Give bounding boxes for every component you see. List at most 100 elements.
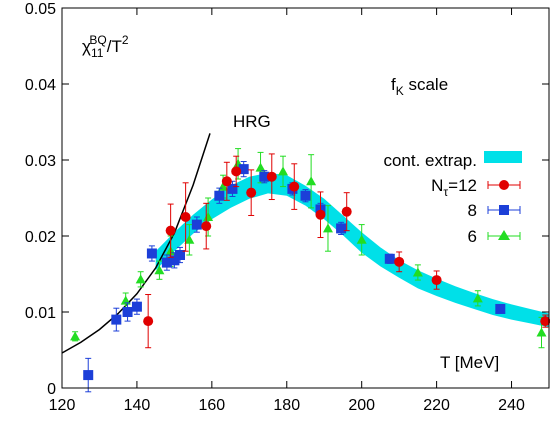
marker-ntau6-5 — [184, 234, 195, 244]
point-ntau8-14 — [300, 189, 311, 203]
y-tick-label-3: 0.03 — [25, 153, 56, 170]
y-tick-label-4: 0.04 — [25, 77, 56, 94]
marker-ntau6-1 — [120, 295, 131, 305]
marker-ntau12-1 — [165, 225, 176, 236]
point-ntau8-8 — [191, 216, 202, 233]
legend-marker-ntau6 — [487, 230, 521, 240]
scale-label-sub: K — [396, 84, 404, 98]
marker-ntau6-13 — [356, 234, 367, 244]
marker-ntau12-10 — [341, 206, 352, 217]
point-ntau12-4 — [221, 161, 232, 201]
marker-ntau12-12 — [431, 275, 442, 286]
point-ntau12-13 — [540, 314, 550, 328]
hrg-curve — [61, 133, 211, 354]
marker-ntau6-14 — [412, 267, 423, 277]
marker-ntau8-0 — [83, 370, 94, 381]
point-ntau12-11 — [394, 251, 405, 273]
point-ntau8-18 — [495, 303, 506, 314]
point-ntau8-16 — [336, 221, 347, 235]
y-tick-label-2: 0.02 — [25, 229, 56, 246]
x-tick-label-120: 120 — [49, 397, 76, 414]
point-ntau8-3 — [131, 298, 142, 315]
marker-ntau6-12 — [322, 223, 333, 233]
legend-ntau12-rest: =12 — [448, 176, 477, 195]
marker-ntau8-17 — [384, 253, 395, 264]
legend-label-ntau12: Nτ=12 — [431, 176, 477, 199]
point-ntau8-11 — [238, 161, 249, 178]
marker-ntau8-16 — [336, 223, 347, 234]
marker-ntau12-0 — [143, 316, 154, 327]
legend-label-cont-extrap: cont. extrap. — [383, 151, 477, 170]
legend-marker-ntau8 — [487, 205, 521, 215]
marker-ntau6-16 — [536, 327, 547, 337]
legend: cont. extrap. Nτ=12 8 6 — [383, 151, 522, 246]
marker-ntau8-8 — [191, 219, 202, 230]
point-ntau8-7 — [175, 246, 186, 264]
y-tick-label-1: 0.01 — [25, 305, 56, 322]
point-ntau12-2 — [180, 182, 191, 252]
x-tick-label-140: 140 — [124, 397, 151, 414]
point-ntau8-9 — [214, 187, 225, 204]
point-ntau12-0 — [143, 294, 154, 349]
y-axis-label: χ11BQ/T2 — [82, 33, 129, 60]
axis-ticks-layer: 120 140 160 180 200 220 240 0 0.01 0.02 0.03 0.04 0.… — [25, 1, 549, 414]
point-ntau12-1 — [165, 203, 176, 258]
point-ntau6-0 — [70, 331, 81, 342]
y-tick-label-0: 0 — [47, 381, 56, 398]
marker-ntau12-5 — [231, 166, 242, 177]
legend-label-ntau8: 8 — [468, 201, 477, 220]
plot-frame — [61, 7, 550, 389]
legend-marker-ntau12 — [487, 180, 521, 190]
marker-ntau6-15 — [472, 293, 483, 303]
x-tick-label-240: 240 — [498, 397, 525, 414]
marker-ntau8-7 — [175, 250, 186, 260]
hrg-curve-layer — [61, 133, 211, 354]
marker-ntau12-13 — [540, 316, 550, 327]
point-ntau12-5 — [231, 155, 242, 188]
marker-ntau6-0 — [70, 331, 81, 341]
x-tick-label-200: 200 — [348, 397, 375, 414]
marker-ntau6-11 — [306, 176, 317, 186]
scale-label: fK scale — [391, 75, 448, 98]
marker-ntau8-2 — [122, 307, 133, 317]
marker-ntau8-12 — [259, 171, 270, 182]
y-label-sup: BQ — [89, 33, 106, 47]
x-axis-label: T [MeV] — [440, 353, 499, 372]
point-ntau6-10 — [278, 155, 289, 188]
point-ntau12-3 — [201, 202, 212, 250]
point-ntau8-17 — [384, 253, 395, 264]
marker-ntau8-10 — [227, 183, 238, 194]
point-ntau6-12 — [322, 205, 333, 252]
marker-ntau8-3 — [131, 301, 142, 312]
x-tick-label-180: 180 — [273, 397, 300, 414]
point-ntau6-14 — [412, 264, 423, 281]
point-ntau12-10 — [341, 192, 352, 232]
point-ntau8-2 — [122, 302, 133, 322]
x-tick-label-160: 160 — [198, 397, 225, 414]
marker-ntau8-5 — [161, 257, 172, 268]
y-tick-label-5: 0.05 — [25, 1, 56, 18]
scale-label-f: f — [391, 75, 396, 94]
marker-ntau8-9 — [214, 190, 225, 201]
cont-extrap-band-layer — [155, 172, 549, 328]
marker-ntau8-4 — [146, 248, 157, 259]
point-ntau6-11 — [306, 154, 317, 209]
point-ntau6-5 — [184, 224, 195, 256]
cont-extrap-band — [155, 172, 549, 328]
legend-label-ntau6: 6 — [468, 227, 477, 246]
point-ntau12-8 — [289, 163, 300, 210]
marker-ntau6-6 — [203, 212, 214, 221]
point-ntau8-1 — [111, 307, 122, 332]
y-label-rest: /T — [107, 37, 122, 56]
x-tick-label-220: 220 — [423, 397, 450, 414]
marker-ntau8-11 — [238, 164, 249, 175]
marker-ntau12-9 — [315, 209, 326, 220]
marker-ntau12-11 — [394, 256, 405, 267]
point-ntau12-7 — [266, 153, 277, 201]
marker-ntau12-7 — [266, 171, 277, 182]
y-label-pow: 2 — [122, 33, 129, 47]
y-label-sub: 11 — [91, 46, 104, 60]
marker-ntau6-9 — [255, 162, 266, 172]
